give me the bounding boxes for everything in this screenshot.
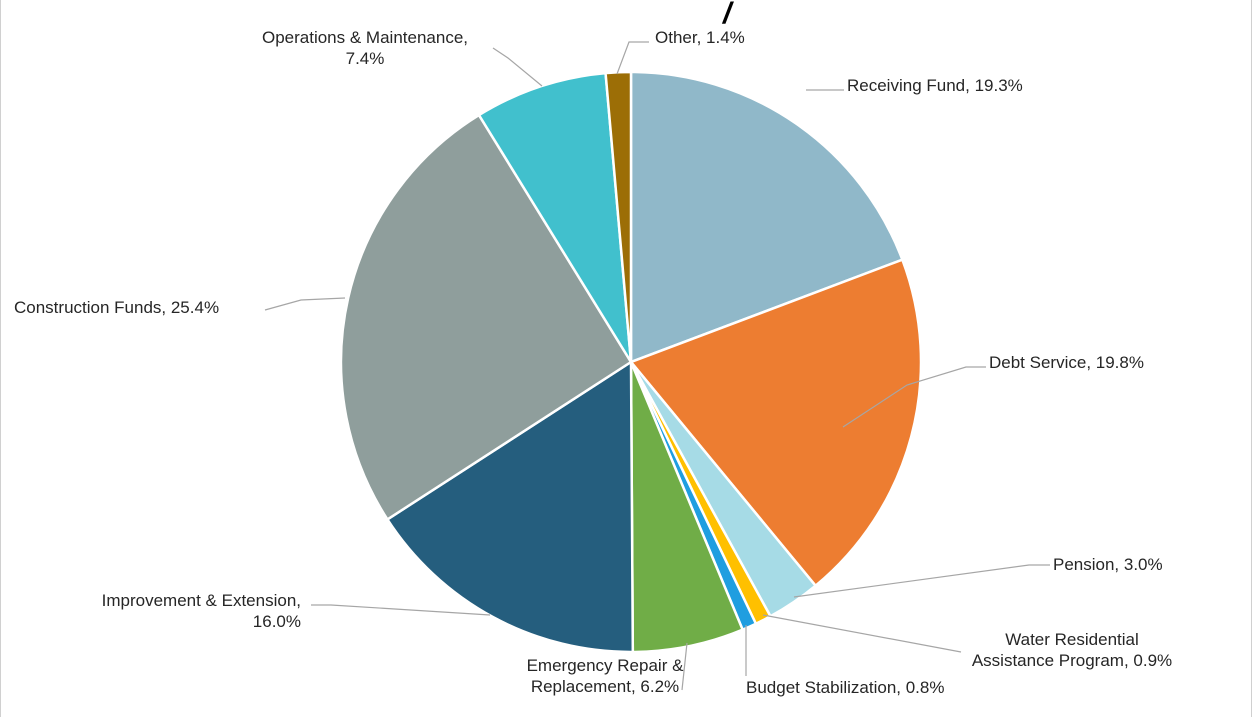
data-label-improvement-and-extension: Improvement & Extension, 16.0% <box>102 591 301 631</box>
pie-slice-construction-funds <box>339 113 633 522</box>
data-label-operations-and-maintenance: Operations & Maintenance, 7.4% <box>262 28 468 68</box>
data-label-water-residential-assistance-program: Water Residential Assistance Program, 0.9… <box>972 630 1172 670</box>
data-label-construction-funds: Construction Funds, 25.4% <box>14 298 219 317</box>
pie-slice-improvement-and-extension <box>385 359 635 654</box>
leader-line-pension <box>793 564 1050 598</box>
leader-line-other <box>616 41 649 75</box>
leader-line-operations-and-maintenance <box>492 47 543 87</box>
data-label-other: Other, 1.4% <box>655 28 745 47</box>
leader-line-debt-service <box>842 366 986 428</box>
pie-slice-operations-and-maintenance <box>477 71 633 363</box>
leader-line-improvement-and-extension <box>311 604 491 616</box>
data-label-budget-stabilization: Budget Stabilization, 0.8% <box>746 678 944 697</box>
pie-slice-receiving-fund <box>629 70 904 364</box>
data-label-receiving-fund: Receiving Fund, 19.3% <box>847 76 1023 95</box>
leader-line-water-residential-assistance-program <box>762 614 962 653</box>
chart-title-fragment: / <box>721 0 734 30</box>
leader-line-emergency-repair-and-replacement <box>681 642 688 691</box>
data-label-debt-service: Debt Service, 19.8% <box>989 353 1144 372</box>
data-label-emergency-repair-and-replacement: Emergency Repair & Replacement, 6.2% <box>527 656 685 696</box>
pie-slice-debt-service <box>628 258 923 588</box>
leader-line-construction-funds <box>264 297 346 311</box>
data-label-pension: Pension, 3.0% <box>1053 555 1163 574</box>
